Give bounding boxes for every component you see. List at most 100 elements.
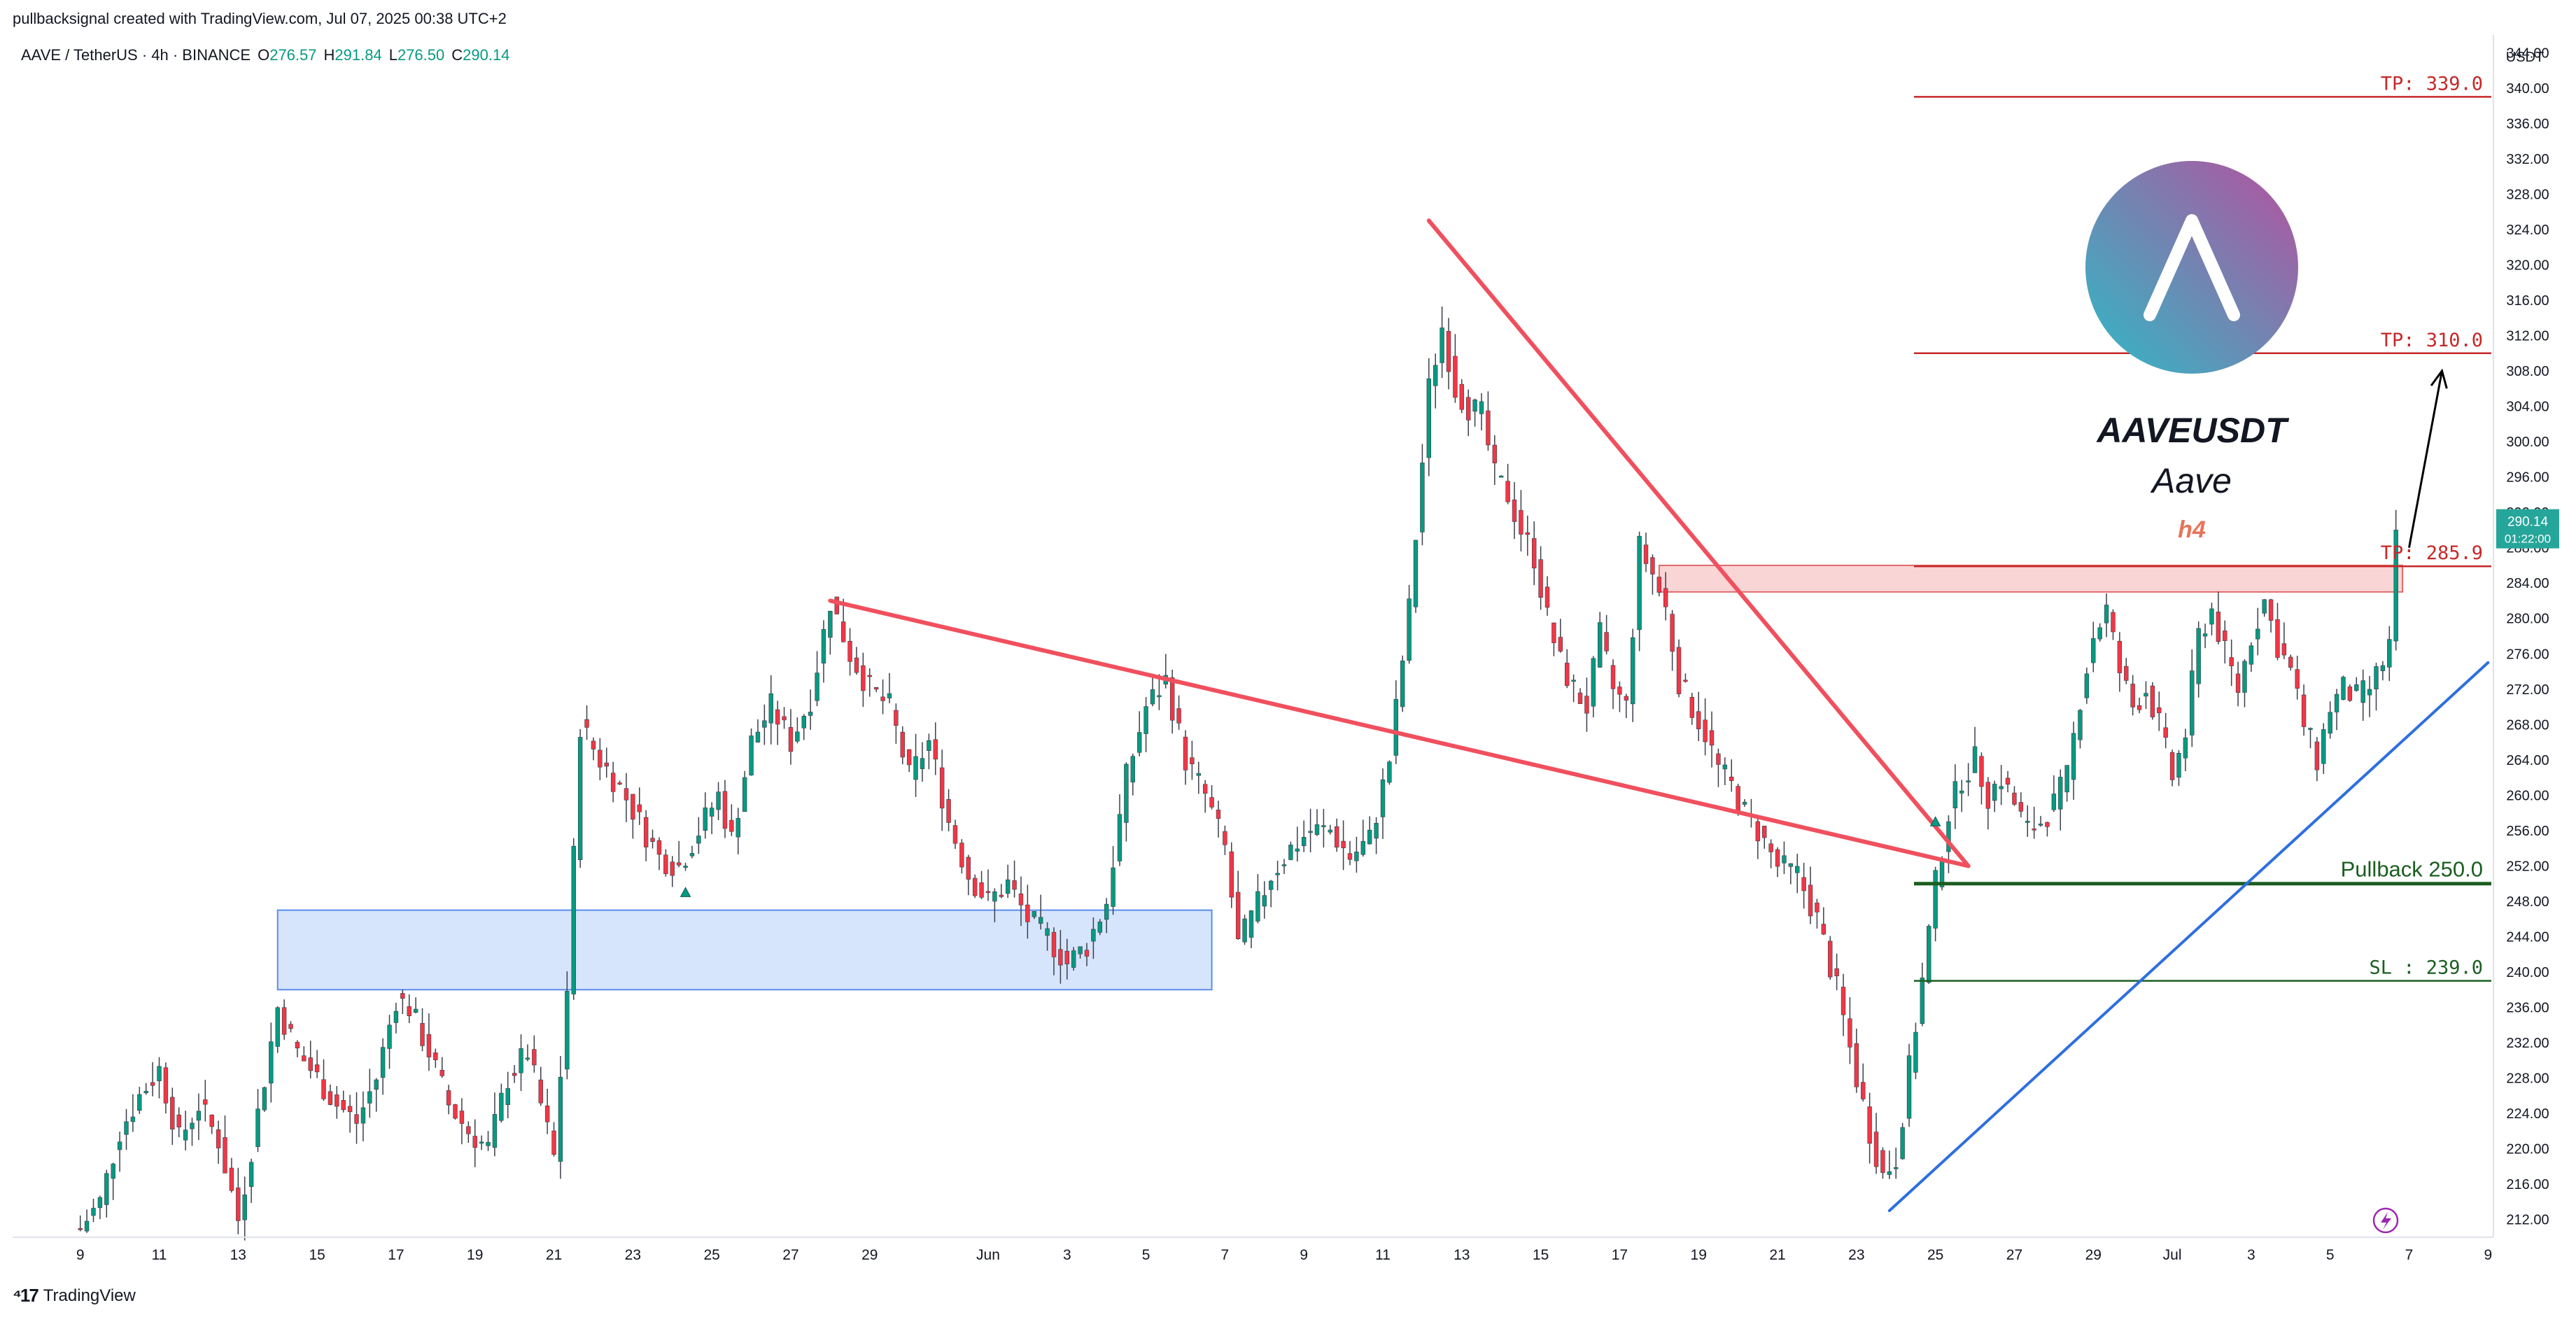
candle [1209,784,1214,810]
resistance-trendline[interactable] [1426,218,1971,868]
candle-body [2281,643,2287,656]
candle [1768,839,1773,868]
candle-body [1235,892,1241,939]
candle [1538,546,1543,610]
candle-body [906,749,912,766]
candle-body [242,1195,247,1220]
candle [1328,824,1333,835]
symbol-info-bar[interactable]: AAVE / TetherUS · 4h · BINANCE O276.57 H29… [21,46,509,64]
price-tick-label: 280.00 [2506,612,2549,627]
price-tick-label: 268.00 [2506,717,2549,733]
candle-body [1696,711,1701,729]
candle [1906,1043,1912,1127]
candle [939,749,945,831]
candle-body [663,854,668,874]
candle-body [1223,831,1227,845]
candle [1367,816,1372,845]
price-axis-unit: USDT [2506,50,2544,65]
candle-body [433,1052,438,1060]
candle-body [1637,535,1642,631]
candle-body [255,1108,260,1147]
candle [1972,726,1978,773]
candle [104,1169,109,1218]
candle-body [1202,784,1208,794]
price-tick-label: 340.00 [2506,81,2549,97]
symbol-label[interactable]: AAVE / TetherUS · 4h · BINANCE [21,46,251,64]
candle [1157,674,1162,710]
candle-body [584,719,589,728]
last-price-tag[interactable]: 290.14 01:22:00 [2496,509,2559,549]
candle [84,1209,90,1233]
candle-body [631,794,635,820]
candle [1834,953,1839,990]
tradingview-logo[interactable]: ⁴17 TradingView [13,1285,136,1307]
candle [1847,997,1852,1064]
candle [2025,805,2030,837]
support-zone[interactable] [276,909,1213,991]
candle-body [1742,801,1747,805]
candle [2183,728,2188,771]
candle-body [1894,1167,1899,1169]
candle-body [604,762,609,767]
candle-body [1985,782,1991,809]
candle [1288,841,1293,861]
candle [2275,603,2280,661]
candle-body [775,709,780,725]
candle [887,672,892,704]
candle [314,1050,320,1078]
candle-body [91,1208,96,1216]
support-trendline[interactable] [1887,661,2490,1213]
resistance-trendline[interactable] [828,598,1971,868]
candle-body [1873,1132,1879,1167]
candle [1571,674,1576,703]
candle-body [2071,733,2076,780]
candle [1018,876,1024,927]
candle [2288,654,2293,671]
candle [624,773,629,822]
candle [1670,610,1675,671]
candle-body [1840,987,1846,1015]
candle-body [275,1007,280,1047]
candle-body [2058,777,2063,810]
candle-body [499,1092,504,1121]
price-tick-label: 256.00 [2506,824,2549,839]
candle-body [1354,852,1359,861]
target-arrow[interactable] [2408,370,2443,548]
candle-body [1722,764,1728,770]
resistance-zone[interactable] [1658,564,2404,593]
lightning-icon[interactable] [2372,1207,2399,1234]
candle-body [1906,1055,1912,1119]
candle-body [808,712,813,716]
candle-body [2367,689,2372,696]
candle-body [2216,612,2221,642]
candle [1650,554,1655,595]
candle-body [880,696,885,701]
candle [1038,894,1043,930]
candle [2196,621,2201,698]
candle [880,679,885,714]
candle [966,854,971,896]
candle-body [2117,640,2123,673]
candle [1544,576,1550,616]
candle [1486,391,1491,451]
candle-body [97,1197,103,1209]
candle [1584,677,1589,732]
candle-body [446,1090,451,1106]
candle [2347,684,2353,702]
candle-body [2176,752,2181,778]
candle [565,971,570,1080]
candle-body [1867,1106,1872,1144]
candle-body [854,657,859,673]
candle-body [2196,628,2201,684]
candle-body [1038,917,1043,924]
candle [1656,577,1662,597]
candle [1992,780,1997,812]
candle [749,728,754,776]
candle [972,874,978,899]
candle [1815,899,1820,929]
candle [1446,318,1451,390]
candle [985,869,991,901]
candle-body [1479,401,1484,414]
candle-body [512,1073,517,1076]
